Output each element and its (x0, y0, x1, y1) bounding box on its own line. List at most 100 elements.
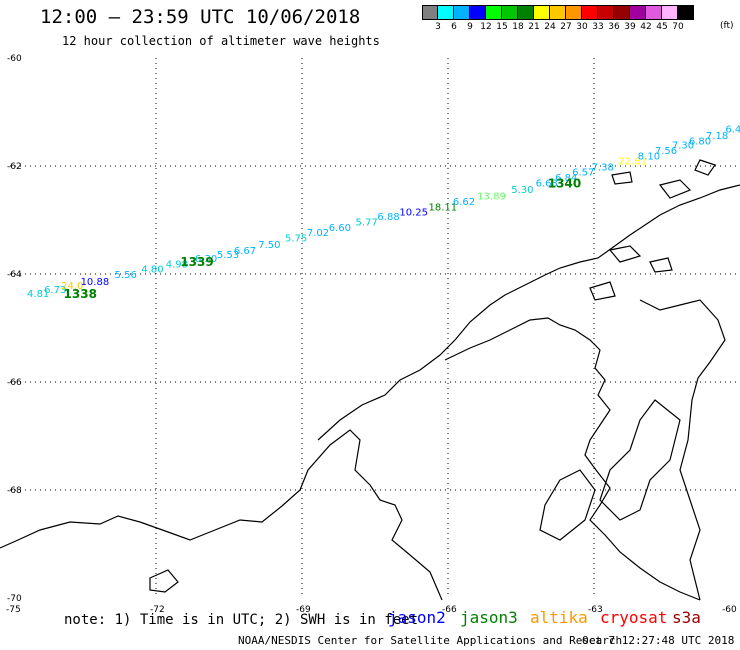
legend-tick: 33 (592, 22, 604, 32)
legend-unit: (ft) (720, 21, 734, 31)
lat-label: -70 (7, 594, 22, 604)
wave-height-label: 6.60 (329, 223, 351, 234)
wave-height-label: 7.02 (307, 228, 329, 239)
peninsula-coast-east (317, 184, 740, 441)
wave-height-label: 7.56 (655, 146, 677, 157)
wave-height-label: 6.67 (234, 246, 256, 257)
ice-shelf-lobe (599, 399, 681, 521)
legend-swatch (630, 5, 646, 20)
footer-note: note: 1) Time is in UTC; 2) SWH is in fe… (64, 612, 419, 628)
satellite-name: jason3 (460, 608, 518, 627)
legend-swatch (614, 5, 630, 20)
legend-tick: 18 (512, 22, 524, 32)
credit-text: NOAA/NESDIS Center for Satellite Applica… (238, 634, 623, 647)
legend-swatch (534, 5, 550, 20)
wave-height-label: 10.88 (81, 277, 110, 288)
wave-height-label: 22.61 (618, 156, 647, 167)
coastline (0, 159, 740, 601)
ice-shelf-south (539, 469, 596, 541)
wave-height-label: 6.80 (689, 136, 711, 147)
legend-tick: 6 (451, 22, 457, 32)
legend-swatch (598, 5, 614, 20)
wave-height-label: 6.57 (572, 168, 594, 179)
lat-label: -66 (7, 378, 22, 388)
islands-ne (589, 245, 673, 301)
wave-height-label: 8.10 (638, 152, 660, 163)
islands-shetland (611, 159, 716, 199)
color-legend: 3 6 9 12 15 18 21 24 27 30 33 36 39 42 45 70 (422, 5, 694, 32)
legend-tick: 27 (560, 22, 572, 32)
lon-label: -66 (442, 605, 457, 615)
lon-label: -69 (296, 605, 311, 615)
legend-swatch (470, 5, 486, 20)
lon-label: -60 (722, 605, 737, 615)
legend-tick: 21 (528, 22, 540, 32)
wave-height-label: 24.0 (61, 281, 83, 292)
wave-height-label: 7.18 (706, 131, 728, 142)
pass-time-label: 1340 (548, 177, 581, 191)
lon-label: -75 (6, 605, 21, 615)
wave-height-label: 13.89 (477, 191, 506, 202)
legend-tick: 24 (544, 22, 556, 32)
coast-inland (444, 317, 701, 601)
legend-tick: 36 (608, 22, 620, 32)
wave-height-label: 5.75 (285, 234, 307, 245)
wave-height-label: 6.63 (536, 179, 558, 190)
wave-height-label: 18.11 (429, 202, 458, 213)
legend-tick: 39 (624, 22, 636, 32)
legend-tick: 3 (435, 22, 441, 32)
legend-swatch (566, 5, 582, 20)
satellite-name: jason2 (388, 608, 446, 627)
island-alexander (149, 569, 179, 593)
generated-timestamp: Oct 7 12:27:48 UTC 2018 (582, 634, 735, 647)
wave-height-label: 7.50 (258, 240, 280, 251)
legend-swatch (486, 5, 502, 20)
wave-height-label: 6.73 (44, 285, 66, 296)
wave-height-label: 4.98 (166, 260, 188, 271)
satellite-name: s3a (672, 608, 701, 627)
wave-height-label: 6.84 (555, 173, 577, 184)
legend-swatch (646, 5, 662, 20)
legend-tick: 45 (656, 22, 668, 32)
wave-height-label: 5.56 (115, 270, 137, 281)
legend-swatch (422, 5, 438, 20)
wave-height-label: 6.46 (725, 125, 740, 136)
lon-label: -72 (150, 605, 165, 615)
wave-height-label: 5.77 (356, 217, 378, 228)
lat-label: -60 (7, 54, 22, 64)
legend-swatch (438, 5, 454, 20)
legend-tick: 42 (640, 22, 652, 32)
page-title: 12:00 – 23:59 UTC 10/06/2018 (40, 6, 361, 28)
legend-swatch (550, 5, 566, 20)
legend-tick: 15 (496, 22, 508, 32)
legend-swatch (502, 5, 518, 20)
lat-label: -62 (7, 162, 22, 172)
axis-labels: -60 -62 -64 -66 -68 -70-75 -72 -69 -66 -63 -60 (6, 54, 737, 615)
wave-height-label: 6.30 (195, 254, 217, 265)
lat-label: -64 (7, 270, 22, 280)
lat-label: -68 (7, 486, 22, 496)
wave-height-label: 6.88 (377, 212, 399, 223)
wave-height-label: 5.53 (217, 250, 239, 261)
page-subtitle: 12 hour collection of altimeter wave hei… (62, 34, 380, 48)
legend-swatch (662, 5, 678, 20)
wave-height-label: 6.62 (453, 197, 475, 208)
pass-time-label: 1339 (180, 255, 213, 269)
peninsula-coast-west (0, 429, 443, 601)
wave-height-label: 7.38 (592, 162, 614, 173)
ice-shelf-edge (639, 299, 726, 601)
legend-swatch (678, 5, 694, 20)
legend-swatch (454, 5, 470, 20)
legend-swatch (518, 5, 534, 20)
wave-height-label: 7.30 (672, 141, 694, 152)
graticule (10, 58, 740, 598)
lon-label: -63 (588, 605, 603, 615)
satellite-name: cryosat (600, 608, 668, 627)
wave-height-label: 5.30 (511, 185, 533, 196)
legend-tick: 70 (672, 22, 684, 32)
legend-ticks: 3 6 9 12 15 18 21 24 27 30 33 36 39 42 45 70 (422, 20, 694, 32)
satellite-name: altika (530, 608, 588, 627)
wave-height-label: 4.80 (141, 264, 163, 275)
